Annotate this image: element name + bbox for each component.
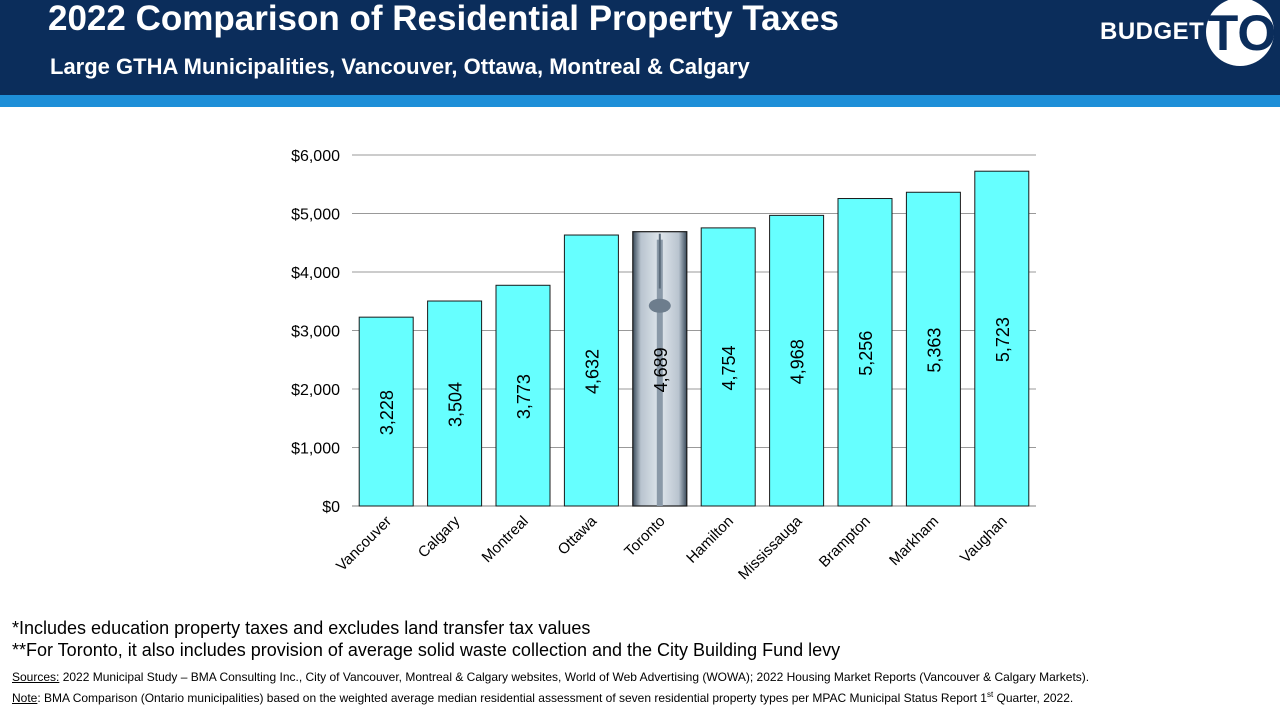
bar-hamilton [700, 227, 756, 507]
note-line: Note: BMA Comparison (Ontario municipali… [12, 687, 1073, 706]
y-tick-label: $3,000 [291, 324, 340, 341]
x-tick-label: Mississauga [735, 512, 806, 583]
bar-toronto [632, 231, 688, 507]
data-label: 4,968 [788, 339, 808, 384]
y-tick-label: $4,000 [291, 265, 340, 282]
x-tick-label: Brampton [816, 513, 874, 571]
bar-calgary [427, 300, 483, 507]
y-tick-label: $2,000 [291, 382, 340, 399]
data-label: 5,723 [993, 317, 1013, 362]
header-bar [0, 0, 1280, 95]
page-subtitle: Large GTHA Municipalities, Vancouver, Ot… [50, 54, 750, 79]
data-label: 3,228 [377, 390, 397, 435]
note-label: Note [12, 691, 38, 705]
header-stripe [0, 95, 1280, 107]
footnote-education: *Includes education property taxes and e… [12, 618, 591, 638]
logo-budget-text: BUDGET [1100, 18, 1205, 45]
note-sup: st [986, 690, 994, 699]
bar-rect [769, 214, 825, 507]
bar-brampton [837, 198, 893, 507]
x-tick-label: Montreal [479, 513, 532, 566]
x-tick-label: Markham [886, 513, 942, 569]
budget-to-logo: BUDGET TO [1100, 0, 1280, 70]
y-tick-label: $5,000 [291, 207, 340, 224]
page-title: 2022 Comparison of Residential Property … [48, 0, 840, 38]
sources-label: Sources: [12, 670, 60, 684]
footnote-toronto: **For Toronto, it also includes provisio… [12, 640, 841, 660]
bar-rect [563, 234, 619, 507]
data-label: 5,363 [924, 328, 944, 373]
bar-vaughan [974, 170, 1030, 507]
data-label: 3,773 [514, 374, 534, 419]
x-tick-label: Ottawa [555, 512, 601, 558]
logo-to-text: TO [1207, 5, 1277, 61]
bar-vancouver [358, 316, 414, 507]
bar-rect [974, 170, 1030, 507]
bar-rect [837, 198, 893, 507]
bar-chart: $0 $1,000 $2,000 $3,000 $4,000 $5,000 $6,000 3,… [291, 148, 1036, 583]
y-tick-label: $6,000 [291, 148, 340, 165]
tower-shaft [656, 239, 663, 507]
tower-pod [648, 298, 671, 313]
x-tick-label: Hamilton [683, 513, 737, 567]
bar-ottawa [563, 234, 619, 507]
bar-rect [358, 316, 414, 507]
data-label: 5,256 [856, 331, 876, 376]
bar-markham [905, 191, 961, 507]
data-label: 4,689 [651, 347, 671, 392]
data-label: 4,632 [582, 349, 602, 394]
sources-line: Sources: 2022 Municipal Study – BMA Cons… [12, 670, 1089, 685]
bar-rect [495, 284, 551, 507]
bar-rect [700, 227, 756, 507]
x-tick-label: Vancouver [333, 513, 395, 575]
x-tick-label: Vaughan [957, 513, 1011, 567]
data-label: 3,504 [446, 382, 466, 427]
sources-text: 2022 Municipal Study – BMA Consulting In… [59, 670, 1090, 684]
bar-rect [905, 191, 961, 507]
bar-montreal [495, 284, 551, 507]
bar-rect [427, 300, 483, 507]
note-text-b: Quarter, 2022. [993, 691, 1074, 705]
tower-antenna [658, 233, 661, 289]
x-tick-label: Toronto [621, 513, 668, 560]
note-text-a: : BMA Comparison (Ontario municipalities… [37, 691, 987, 705]
x-tick-label: Calgary [415, 512, 464, 561]
logo-circle [1206, 0, 1274, 66]
y-tick-label: $1,000 [291, 441, 340, 458]
data-label: 4,754 [719, 345, 739, 390]
y-tick-label: $0 [322, 499, 340, 516]
bar-mississauga [769, 214, 825, 507]
